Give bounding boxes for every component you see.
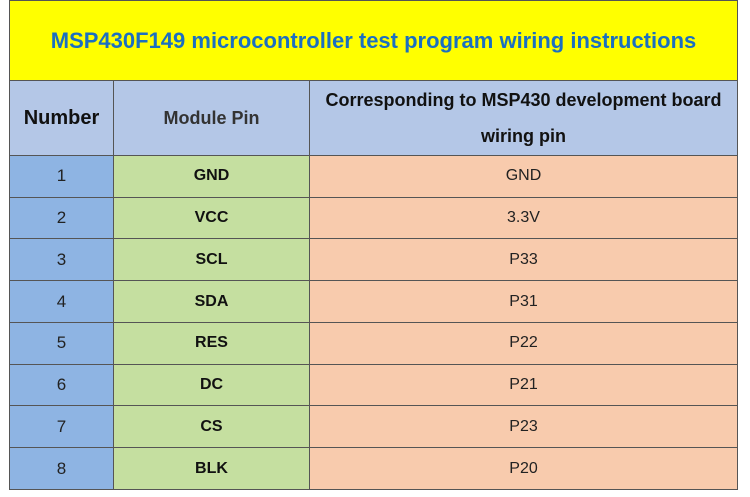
row-board-pin: GND	[309, 154, 738, 198]
table-row: 5 RES P22	[9, 321, 738, 365]
row-module-pin: CS	[113, 405, 310, 449]
row-board-pin: 3.3V	[309, 196, 738, 240]
row-board-pin: P22	[309, 321, 738, 365]
row-board-pin: P31	[309, 280, 738, 323]
row-board-pin: P33	[309, 238, 738, 282]
row-number: 8	[9, 447, 114, 490]
table-title: MSP430F149 microcontroller test program …	[9, 0, 738, 82]
row-number: 4	[9, 280, 114, 323]
title-row: MSP430F149 microcontroller test program …	[9, 0, 738, 82]
header-row: Number Module Pin Corresponding to MSP43…	[9, 80, 738, 156]
row-module-pin: BLK	[113, 447, 310, 490]
table-row: 2 VCC 3.3V	[9, 196, 738, 240]
table-row: 7 CS P23	[9, 405, 738, 449]
wiring-table: MSP430F149 microcontroller test program …	[9, 0, 738, 490]
row-number: 5	[9, 321, 114, 365]
row-module-pin: RES	[113, 321, 310, 365]
header-number: Number	[9, 80, 114, 156]
row-module-pin: VCC	[113, 196, 310, 240]
row-board-pin: P21	[309, 363, 738, 407]
row-number: 7	[9, 405, 114, 449]
table-row: 8 BLK P20	[9, 447, 738, 490]
row-number: 2	[9, 196, 114, 240]
table-row: 1 GND GND	[9, 154, 738, 198]
row-module-pin: SDA	[113, 280, 310, 323]
row-board-pin: P23	[309, 405, 738, 449]
table-row: 6 DC P21	[9, 363, 738, 407]
table-row: 4 SDA P31	[9, 280, 738, 323]
row-module-pin: SCL	[113, 238, 310, 282]
row-number: 6	[9, 363, 114, 407]
header-board-pin: Corresponding to MSP430 development boar…	[309, 80, 738, 156]
row-module-pin: GND	[113, 154, 310, 198]
header-module-pin: Module Pin	[113, 80, 310, 156]
table-row: 3 SCL P33	[9, 238, 738, 282]
row-module-pin: DC	[113, 363, 310, 407]
row-number: 1	[9, 154, 114, 198]
row-number: 3	[9, 238, 114, 282]
row-board-pin: P20	[309, 447, 738, 490]
